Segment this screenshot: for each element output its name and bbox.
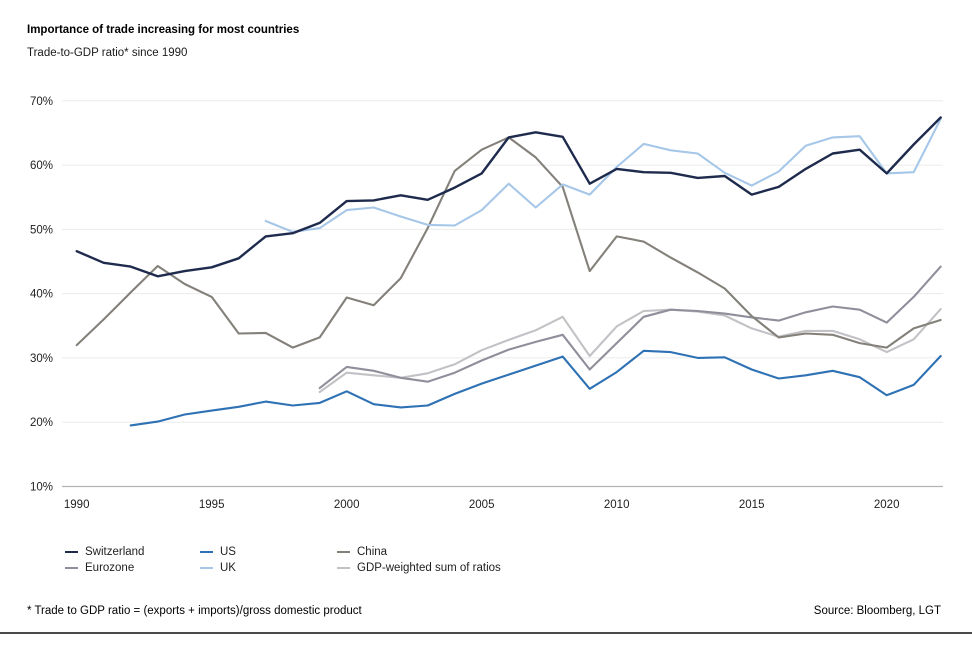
y-axis-tick-label: 70% (30, 96, 53, 108)
footnote: * Trade to GDP ratio = (exports + import… (27, 605, 362, 617)
legend-swatch-china-icon (337, 551, 350, 553)
x-axis-tick-label: 1995 (199, 499, 225, 511)
series-line-uk (264, 117, 942, 233)
y-axis-tick-label: 60% (30, 160, 53, 172)
bottom-divider (0, 632, 972, 634)
legend-column: US UK (200, 544, 236, 576)
chart-subtitle: Trade-to-GDP ratio* since 1990 (27, 47, 188, 59)
legend-swatch-gdp-weighted-icon (337, 567, 350, 569)
legend-swatch-switzerland-icon (65, 551, 78, 553)
legend-column: Switzerland Eurozone (65, 544, 144, 576)
y-axis-tick-label: 40% (30, 289, 53, 301)
legend-item-us: US (200, 544, 236, 560)
legend-item-uk: UK (200, 560, 236, 576)
series-line-eurozone (318, 265, 942, 390)
chart-title: Importance of trade increasing for most … (27, 24, 300, 36)
legend-label: China (357, 546, 388, 558)
series-line-gdp-weighted (318, 308, 942, 394)
legend-label: Switzerland (85, 546, 145, 558)
chart-legend: Switzerland Eurozone US UK China GDP-weighted… (0, 544, 972, 580)
x-axis-tick-label: 2010 (604, 499, 630, 511)
x-axis-tick-label: 1990 (64, 499, 90, 511)
legend-item-switzerland: Switzerland (65, 544, 144, 560)
y-axis-tick-label: 20% (30, 417, 53, 429)
x-axis-tick-label: 2015 (739, 499, 765, 511)
x-axis-tick-label: 2000 (334, 499, 360, 511)
y-axis-tick-label: 30% (30, 353, 53, 365)
series-line-us (129, 349, 942, 427)
x-axis-tick-label: 2020 (874, 499, 900, 511)
legend-item-gdp-weighted: GDP-weighted sum of ratios (337, 560, 501, 576)
series-line-switzerland (75, 116, 942, 278)
legend-label: Eurozone (85, 562, 135, 574)
y-axis-tick-label: 50% (30, 224, 53, 236)
trade-to-gdp-line-chart: 70% 60% 50% 40% 30% 20% 10% 1990 1995 2000 2005 201… (30, 96, 943, 511)
legend-label: GDP-weighted sum of ratios (357, 562, 501, 574)
x-axis-tick-label: 2005 (469, 499, 495, 511)
legend-column: China GDP-weighted sum of ratios (337, 544, 501, 576)
legend-item-eurozone: Eurozone (65, 560, 144, 576)
series-line-china (75, 136, 942, 349)
legend-swatch-us-icon (200, 551, 213, 553)
legend-label: UK (220, 562, 236, 574)
legend-swatch-uk-icon (200, 567, 213, 569)
legend-label: US (220, 546, 236, 558)
legend-swatch-eurozone-icon (65, 567, 78, 569)
source-credit: Source: Bloomberg, LGT (813, 605, 941, 617)
y-axis-tick-label: 10% (30, 482, 53, 494)
legend-item-china: China (337, 544, 501, 560)
